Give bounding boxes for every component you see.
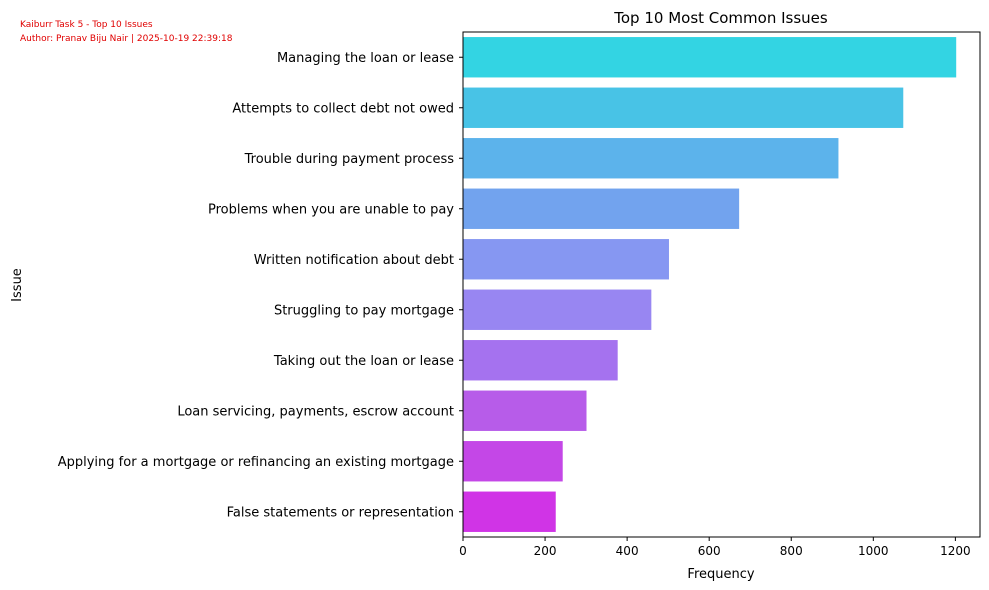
y-tick-label: Problems when you are unable to pay: [208, 202, 454, 217]
x-tick-label: 800: [780, 544, 803, 558]
bar-7: [463, 340, 618, 381]
chart-title: Top 10 Most Common Issues: [613, 9, 828, 27]
y-axis-label: Issue: [10, 268, 25, 302]
y-tick-label: Struggling to pay mortgage: [274, 303, 454, 318]
x-tick-labels: 0 200 400 600 800 1000 1200: [459, 537, 971, 558]
bar-8: [463, 390, 587, 431]
y-tick-label: Applying for a mortgage or refinancing a…: [58, 455, 454, 470]
y-tick-label: Written notification about debt: [254, 253, 454, 268]
bars-group: [463, 37, 957, 532]
y-tick-label: Managing the loan or lease: [277, 51, 454, 66]
x-tick-label: 400: [616, 544, 639, 558]
y-tick-labels: Managing the loan or lease Attempts to co…: [58, 51, 463, 520]
y-tick-label: Attempts to collect debt not owed: [232, 101, 454, 116]
bar-4: [463, 188, 740, 229]
x-tick-label: 200: [534, 544, 557, 558]
bar-6: [463, 289, 652, 330]
x-tick-label: 1200: [940, 544, 971, 558]
y-tick-label: Trouble during payment process: [244, 152, 455, 167]
plot-frame: [462, 31, 981, 538]
bar-5: [463, 239, 669, 280]
bar-9: [463, 441, 563, 482]
bar-1: [463, 37, 957, 78]
bar-10: [463, 491, 556, 532]
bar-2: [463, 87, 904, 128]
y-tick-label: Taking out the loan or lease: [273, 354, 454, 369]
bar-3: [463, 138, 839, 179]
x-axis-label: Frequency: [687, 567, 754, 582]
watermark-author-label: Author: Pranav Biju Nair | 2025-10-19 22…: [20, 34, 233, 44]
x-tick-label: 600: [698, 544, 721, 558]
y-tick-label: False statements or representation: [227, 505, 454, 520]
watermark-task-label: Kaiburr Task 5 - Top 10 Issues: [20, 20, 153, 30]
x-tick-label: 0: [459, 544, 467, 558]
x-tick-label: 1000: [858, 544, 889, 558]
y-tick-label: Loan servicing, payments, escrow account: [177, 404, 454, 419]
